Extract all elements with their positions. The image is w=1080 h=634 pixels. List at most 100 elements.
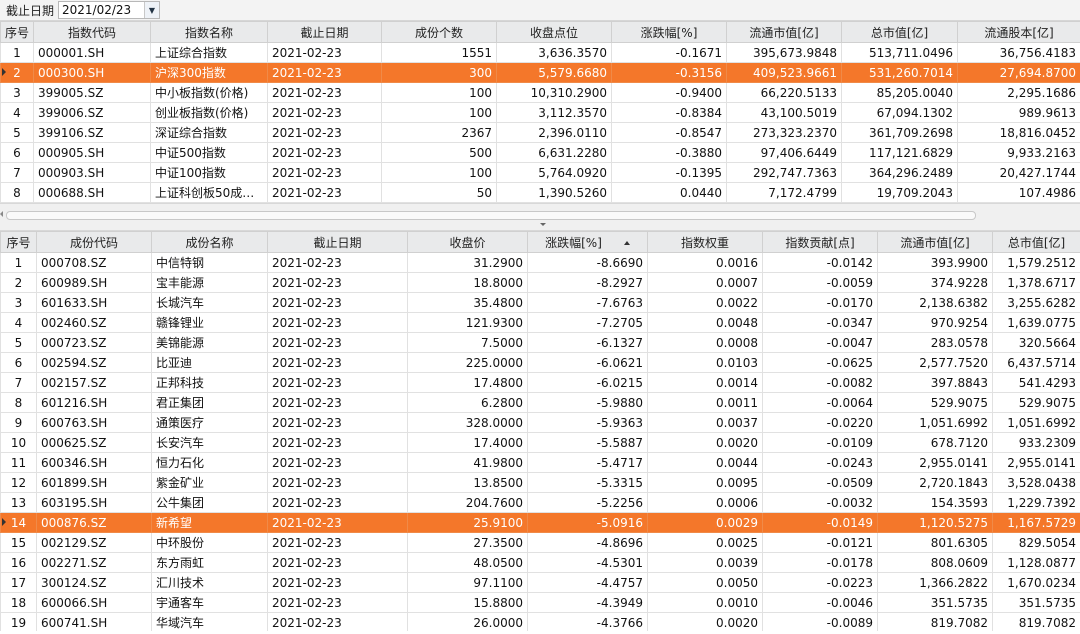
constituents-table-cell[interactable]: -0.0220 — [762, 412, 878, 433]
index-table-cell[interactable]: 300 — [381, 62, 497, 83]
constituents-table-cell[interactable]: 2021-02-23 — [267, 292, 408, 313]
index-table-cell[interactable]: -0.8384 — [611, 102, 727, 123]
index-table-cell[interactable]: 创业板指数(价格) — [150, 102, 268, 123]
constituents-table-cell[interactable]: 7 — [0, 372, 37, 393]
constituents-table-cell[interactable]: -0.0064 — [762, 392, 878, 413]
constituents-table-row[interactable]: 8 601216.SH 君正集团 2021-02-23 6.2800 -5.9880 0.0… — [0, 392, 1080, 413]
constituents-table-cell[interactable]: 0.0039 — [647, 552, 763, 573]
constituents-table-row[interactable]: 16 002271.SZ 东方雨虹 2021-02-23 48.0500 -4.5301 0… — [0, 552, 1080, 573]
constituents-table-cell[interactable]: -5.3315 — [527, 472, 648, 493]
constituents-table-col-header[interactable]: 序号 — [0, 231, 37, 253]
constituents-table-cell[interactable]: 2021-02-23 — [267, 552, 408, 573]
constituents-table-cell[interactable]: 35.4800 — [407, 292, 528, 313]
index-table-cell[interactable]: 中证500指数 — [150, 142, 268, 163]
constituents-table-cell[interactable]: 26.0000 — [407, 612, 528, 631]
constituents-table-cell[interactable]: 0.0011 — [647, 392, 763, 413]
constituents-table-cell[interactable]: 600741.SH — [36, 612, 152, 631]
index-table-cell[interactable]: 9,933.2163 — [957, 142, 1080, 163]
constituents-table-cell[interactable]: 12 — [0, 472, 37, 493]
constituents-table-cell[interactable]: 600346.SH — [36, 452, 152, 473]
constituents-table-cell[interactable]: 宇通客车 — [151, 592, 268, 613]
index-table-cell[interactable]: 531,260.7014 — [841, 62, 958, 83]
constituents-table-cell[interactable]: 1,639.0775 — [992, 312, 1080, 333]
constituents-table-cell[interactable]: 君正集团 — [151, 392, 268, 413]
constituents-table-cell[interactable]: 0.0022 — [647, 292, 763, 313]
constituents-table-cell[interactable]: 801.6305 — [877, 532, 993, 553]
constituents-table-cell[interactable]: 正邦科技 — [151, 372, 268, 393]
constituents-table-cell[interactable]: 2,577.7520 — [877, 352, 993, 373]
constituents-table-cell[interactable]: 新希望 — [151, 512, 268, 533]
constituents-table-cell[interactable]: 000708.SZ — [36, 252, 152, 273]
index-table-col-header[interactable]: 截止日期 — [267, 21, 382, 43]
constituents-table-cell[interactable]: -0.0347 — [762, 312, 878, 333]
constituents-table-cell[interactable]: 2,720.1843 — [877, 472, 993, 493]
constituents-table-cell[interactable]: -0.0032 — [762, 492, 878, 513]
index-table-cell[interactable]: 中证100指数 — [150, 162, 268, 183]
constituents-table-cell[interactable]: 002594.SZ — [36, 352, 152, 373]
constituents-table-cell[interactable]: 1,670.0234 — [992, 572, 1080, 593]
constituents-table-row[interactable]: 14 000876.SZ 新希望 2021-02-23 25.9100 -5.0916 0.… — [0, 512, 1080, 533]
constituents-table-row[interactable]: 17 300124.SZ 汇川技术 2021-02-23 97.1100 -4.4757 0… — [0, 572, 1080, 593]
index-table-cell[interactable]: 2,295.1686 — [957, 82, 1080, 103]
constituents-table-cell[interactable]: -0.0046 — [762, 592, 878, 613]
constituents-table-cell[interactable]: 41.9800 — [407, 452, 528, 473]
index-table-cell[interactable]: 000905.SH — [33, 142, 151, 163]
index-table-cell[interactable]: 7 — [0, 162, 34, 183]
index-table-cell[interactable]: 50 — [381, 182, 497, 203]
constituents-table-cell[interactable]: 600066.SH — [36, 592, 152, 613]
index-table-cell[interactable]: 000688.SH — [33, 182, 151, 203]
constituents-table-cell[interactable]: 2 — [0, 272, 37, 293]
index-table-cell[interactable]: 2021-02-23 — [267, 142, 382, 163]
constituents-table-cell[interactable]: -4.8696 — [527, 532, 648, 553]
constituents-table-cell[interactable]: 17.4000 — [407, 432, 528, 453]
constituents-table-cell[interactable]: 0.0025 — [647, 532, 763, 553]
index-table-cell[interactable]: 361,709.2698 — [841, 122, 958, 143]
constituents-table-cell[interactable]: 1,366.2822 — [877, 572, 993, 593]
constituents-table-cell[interactable]: -0.0109 — [762, 432, 878, 453]
constituents-table-cell[interactable]: 18 — [0, 592, 37, 613]
constituents-table-cell[interactable]: 0.0050 — [647, 572, 763, 593]
constituents-table-cell[interactable]: -4.3949 — [527, 592, 648, 613]
constituents-table-cell[interactable]: 328.0000 — [407, 412, 528, 433]
constituents-table-cell[interactable]: 283.0578 — [877, 332, 993, 353]
index-table-cell[interactable]: 513,711.0496 — [841, 42, 958, 63]
constituents-table-cell[interactable]: 002271.SZ — [36, 552, 152, 573]
constituents-table-cell[interactable]: 5 — [0, 332, 37, 353]
index-table-col-header[interactable]: 指数名称 — [150, 21, 268, 43]
constituents-table-cell[interactable]: 300124.SZ — [36, 572, 152, 593]
constituents-table-row[interactable]: 6 002594.SZ 比亚迪 2021-02-23 225.0000 -6.0621 0.… — [0, 352, 1080, 373]
constituents-table-cell[interactable]: 933.2309 — [992, 432, 1080, 453]
constituents-table-cell[interactable]: 2021-02-23 — [267, 252, 408, 273]
constituents-table-cell[interactable]: 恒力石化 — [151, 452, 268, 473]
index-table-cell[interactable]: 395,673.9848 — [726, 42, 842, 63]
constituents-table-cell[interactable]: 中环股份 — [151, 532, 268, 553]
index-table-cell[interactable]: 000903.SH — [33, 162, 151, 183]
constituents-table-cell[interactable]: 2021-02-23 — [267, 352, 408, 373]
index-table-cell[interactable]: 399005.SZ — [33, 82, 151, 103]
index-table-cell[interactable]: 67,094.1302 — [841, 102, 958, 123]
index-table-cell[interactable]: 20,427.1744 — [957, 162, 1080, 183]
constituents-table-cell[interactable]: 8 — [0, 392, 37, 413]
constituents-table-col-header[interactable]: 收盘价 — [407, 231, 528, 253]
index-table-cell[interactable]: 3,636.3570 — [496, 42, 612, 63]
constituents-table-cell[interactable]: 2,955.0141 — [877, 452, 993, 473]
constituents-table-cell[interactable]: -0.0178 — [762, 552, 878, 573]
constituents-table-cell[interactable]: 0.0008 — [647, 332, 763, 353]
constituents-table-cell[interactable]: 0.0095 — [647, 472, 763, 493]
constituents-table-cell[interactable]: 603195.SH — [36, 492, 152, 513]
constituents-table-cell[interactable]: 2021-02-23 — [267, 412, 408, 433]
constituents-table-cell[interactable]: 2021-02-23 — [267, 532, 408, 553]
constituents-table-cell[interactable]: 154.3593 — [877, 492, 993, 513]
constituents-table-cell[interactable]: 1,167.5729 — [992, 512, 1080, 533]
index-table-cell[interactable]: 上证科创板50成份… — [150, 182, 268, 203]
constituents-table-cell[interactable]: 2,138.6382 — [877, 292, 993, 313]
constituents-table-cell[interactable]: 970.9254 — [877, 312, 993, 333]
index-table-cell[interactable]: 409,523.9661 — [726, 62, 842, 83]
constituents-table-cell[interactable]: 0.0014 — [647, 372, 763, 393]
index-table-cell[interactable]: 2021-02-23 — [267, 62, 382, 83]
index-table-cell[interactable]: 292,747.7363 — [726, 162, 842, 183]
constituents-table-cell[interactable]: 351.5735 — [877, 592, 993, 613]
constituents-table-cell[interactable]: 7.5000 — [407, 332, 528, 353]
constituents-table-cell[interactable]: 2,955.0141 — [992, 452, 1080, 473]
constituents-table-cell[interactable]: 2021-02-23 — [267, 392, 408, 413]
